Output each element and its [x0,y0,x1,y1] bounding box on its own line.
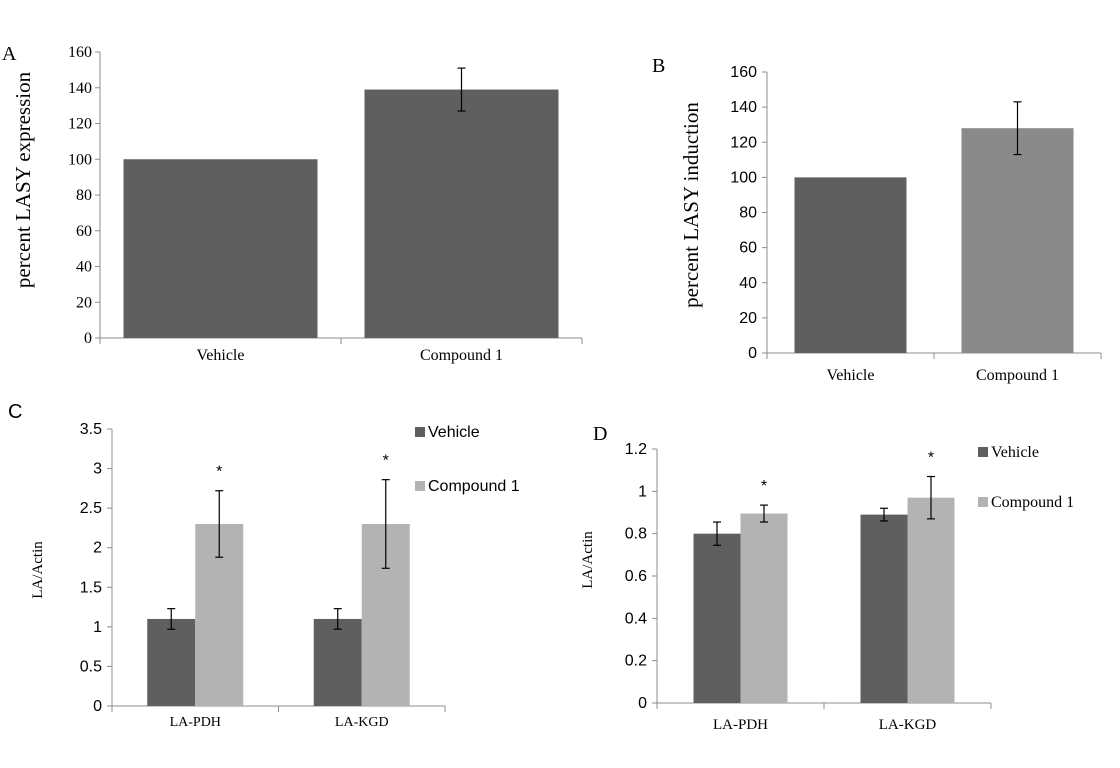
y-tick-label: 0.5 [80,658,102,675]
y-tick-label: 80 [739,205,757,222]
y-tick-label: 1.2 [625,441,647,458]
y-tick-label: 100 [68,151,92,168]
y-tick-label: 2 [93,540,102,557]
x-tick-label: LA-KGD [879,717,937,733]
y-tick-label: 80 [76,187,92,204]
panel-label-d: D [593,423,607,445]
y-tick-label: 0.2 [625,653,647,670]
bar [313,618,362,706]
panel-label-a: A [2,43,17,65]
y-tick-label: 0 [748,345,757,362]
chart-a: 0 20 40 60 80 100 120 140 160 percent LASY expres… [11,44,583,364]
y-tick-label: 0 [638,695,647,712]
y-axis-label: LA/Actin [580,531,596,589]
y-tick-label: 40 [739,275,757,292]
bar [907,497,955,703]
bar [693,533,741,703]
bar [860,514,908,703]
legend-label: Compound 1 [428,478,520,495]
y-tick-label: 20 [76,294,92,311]
x-tick-label: Vehicle [197,347,245,364]
y-axis-label: percent LASY induction [679,102,703,308]
panel-label-b: B [652,55,665,77]
y-tick-label: 20 [739,310,757,327]
chart-c: 0 0.5 1 1.5 2 2.5 3 3.5 LA/Actin LA-PDH LA-KGD * * Ve… [30,421,520,730]
significance-marker: * [216,464,222,481]
y-tick-label: 0.8 [625,526,647,543]
bar [147,618,196,706]
x-tick-label: Vehicle [827,367,875,384]
x-tick-label: LA-KGD [335,715,389,730]
legend-label: Vehicle [428,424,480,441]
legend-swatch [415,427,425,437]
y-tick-label: 40 [76,259,92,276]
y-tick-label: 3 [93,461,102,478]
x-tick-label: Compound 1 [420,347,503,364]
y-tick-label: 3.5 [80,421,102,438]
y-tick-label: 1.5 [80,579,102,596]
x-tick-label: Compound 1 [976,367,1059,384]
y-tick-label: 100 [730,169,757,186]
y-tick-label: 0 [84,330,92,347]
legend-label: Compound 1 [991,494,1074,511]
y-tick-label: 60 [739,240,757,257]
y-tick-label: 1 [93,619,102,636]
y-tick-label: 2.5 [80,500,102,517]
x-tick-label: LA-PDH [713,717,768,733]
y-tick-label: 160 [68,44,92,61]
bar [364,89,559,338]
legend-swatch [415,481,425,491]
significance-marker: * [761,478,767,495]
y-tick-label: 140 [730,99,757,116]
y-tick-label: 1 [638,483,647,500]
bar [123,159,318,338]
legend-swatch [978,497,988,507]
y-tick-label: 60 [76,223,92,240]
y-tick-label: 140 [68,80,92,97]
y-tick-label: 0.4 [625,610,647,627]
legend-swatch [978,447,988,457]
bar [740,513,788,703]
y-tick-label: 160 [730,64,757,81]
chart-d: 0 0.2 0.4 0.6 0.8 1 1.2 LA/Actin LA-PDH LA-KGD * * V… [580,441,1074,733]
chart-b: 0 20 40 60 80 100 120 140 160 percent LASY induct… [679,64,1102,384]
significance-marker: * [928,450,934,467]
significance-marker: * [383,453,389,470]
x-tick-label: LA-PDH [170,715,221,730]
y-axis-label: percent LASY expression [11,71,35,288]
y-tick-label: 120 [68,116,92,133]
bar [961,128,1074,353]
legend-label: Vehicle [991,444,1039,461]
bar [794,177,907,353]
y-tick-label: 120 [730,134,757,151]
panel-label-c: C [8,401,22,423]
y-axis-label: LA/Actin [30,541,46,599]
y-tick-label: 0 [93,698,102,715]
y-tick-label: 0.6 [625,568,647,585]
